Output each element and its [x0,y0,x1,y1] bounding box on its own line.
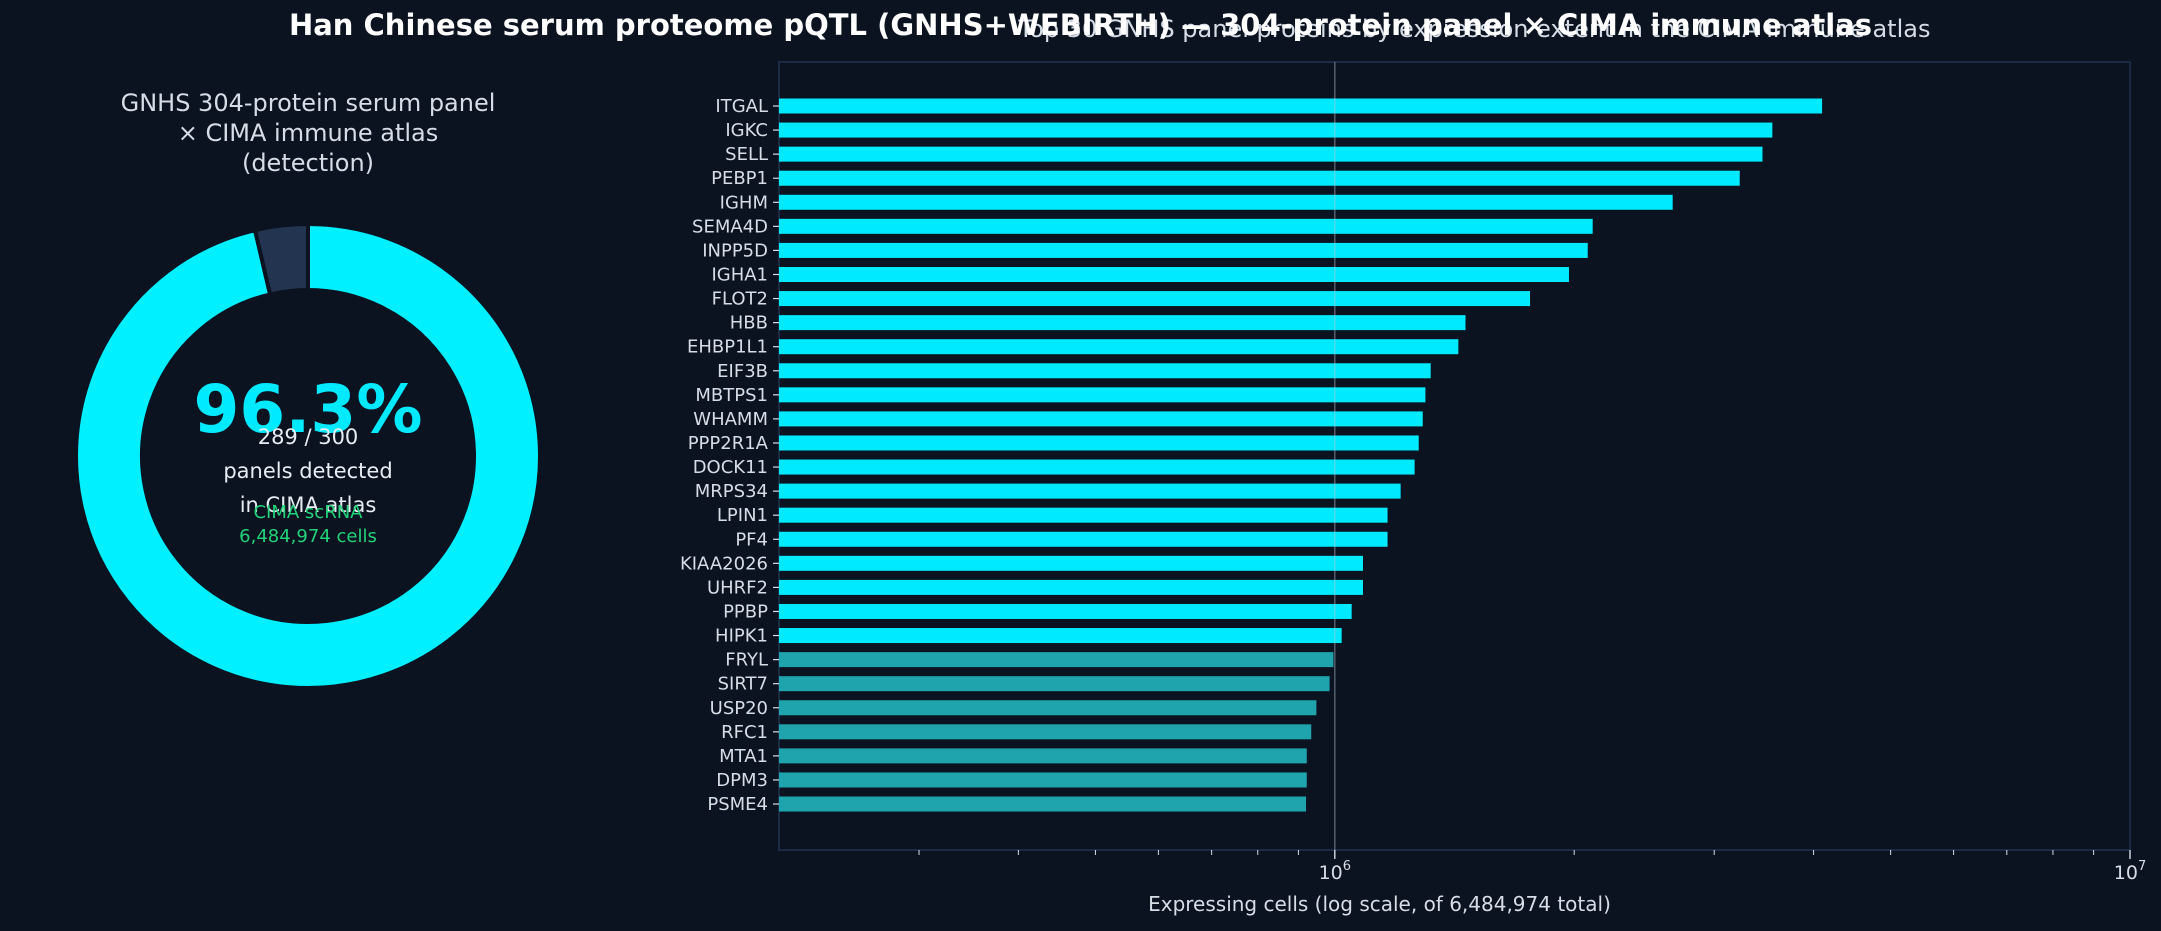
bar-IGKC [779,122,1773,138]
y-tick-label: SEMA4D [692,216,768,237]
bar-HBB [779,315,1466,331]
y-tick-label: IGHA1 [711,264,768,285]
bar-INPP5D [779,242,1588,258]
y-tick-label: HIPK1 [715,626,768,647]
bar-PSME4 [779,796,1307,812]
x-tick-label: 106 [1319,859,1351,884]
bar-KIAA2026 [779,555,1363,571]
y-tick-label: MTA1 [719,746,768,767]
y-tick-label: MBTPS1 [695,385,768,406]
donut-slice-not-detected [252,221,310,297]
bar-SELL [779,146,1763,162]
bar-MTA1 [779,748,1307,764]
donut-title-line2: × CIMA immune atlas (detection) [177,119,439,177]
y-tick-label: WHAMM [693,409,768,430]
y-tick-label: IGHM [720,192,768,213]
y-tick-label: DOCK11 [693,457,768,478]
bar-EIF3B [779,363,1431,379]
y-tick-label: EHBP1L1 [687,337,768,358]
bar-PF4 [779,531,1388,547]
bar-IGHA1 [779,266,1569,282]
suptitle: Han Chinese serum proteome pQTL (GNHS+WE… [288,8,1873,42]
detection-percent: 96.3% [193,371,423,448]
y-tick-label: PSME4 [707,794,768,815]
y-tick-label: PF4 [735,529,768,550]
detection-donut-chart [74,221,542,690]
y-tick-label: SIRT7 [718,674,768,695]
y-tick-label: IGKC [725,120,768,141]
bar-EHBP1L1 [779,339,1459,355]
y-tick-label: RFC1 [721,722,768,743]
x-axis-label: Expressing cells (log scale, of 6,484,97… [1148,892,1611,916]
bar-FLOT2 [779,291,1531,307]
y-tick-label: USP20 [710,698,768,719]
bar-DPM3 [779,772,1307,788]
y-tick-label: SELL [725,144,768,165]
bar-WHAMM [779,411,1423,427]
y-tick-label: ITGAL [715,96,768,117]
detection-sub-line1: panels detected [223,459,393,483]
bar-MRPS34 [779,483,1401,499]
donut-slice-detected [74,221,542,690]
cima-note-line1: CIMA scRNA [253,502,363,523]
bar-PPBP [779,603,1352,619]
bar-DOCK11 [779,459,1415,475]
bar-ITGAL [779,98,1823,114]
bar-SIRT7 [779,676,1330,692]
bar-PPP2R1A [779,435,1419,451]
y-tick-label: PPP2R1A [688,433,769,454]
expression-bar-chart: Top 30 GNHS panel proteins by expression… [680,15,2146,916]
bar-RFC1 [779,724,1312,740]
y-tick-label: KIAA2026 [680,553,768,574]
bar-LPIN1 [779,507,1388,523]
bar-PEBP1 [779,170,1740,186]
bar-USP20 [779,700,1317,716]
bar-HIPK1 [779,628,1342,644]
y-tick-label: PPBP [723,601,768,622]
y-tick-label: FRYL [725,650,768,671]
y-tick-label: LPIN1 [717,505,768,526]
y-tick-label: EIF3B [717,361,768,382]
bar-MBTPS1 [779,387,1426,403]
bar-SEMA4D [779,218,1593,234]
donut-title: GNHS 304-protein serum panel × CIMA immu… [108,88,508,178]
detection-summary: 289 / 300 panels detected in CIMA atlas [108,420,508,522]
bar-FRYL [779,652,1334,668]
y-tick-label: UHRF2 [707,577,768,598]
cima-note: CIMA scRNA 6,484,974 cells [108,501,508,549]
y-tick-label: INPP5D [702,240,768,261]
detection-sub-line2: in CIMA atlas [239,493,377,517]
y-tick-label: MRPS34 [695,481,768,502]
x-tick-label: 107 [2114,859,2146,884]
y-tick-label: PEBP1 [711,168,768,189]
y-tick-label: HBB [730,313,768,334]
bar-chart-title: Top 30 GNHS panel proteins by expression… [1018,15,1931,43]
y-tick-label: FLOT2 [712,289,768,310]
detection-count: 289 / 300 [257,425,359,449]
cima-note-line2: 6,484,974 cells [239,526,377,547]
plot-frame [778,61,2131,851]
bar-UHRF2 [779,579,1363,595]
bar-IGHM [779,194,1673,210]
donut-title-line1: GNHS 304-protein serum panel [120,89,496,117]
y-tick-label: DPM3 [716,770,768,791]
